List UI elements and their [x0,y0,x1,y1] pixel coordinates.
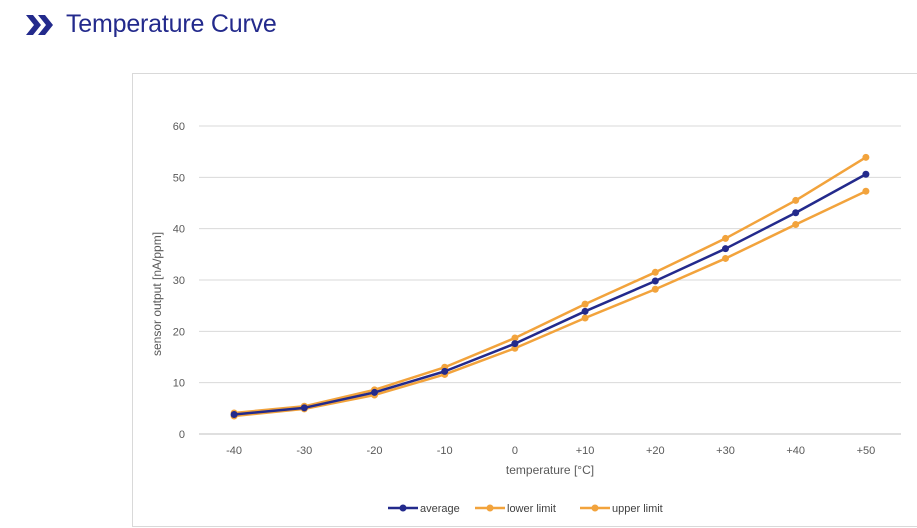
series-lower-limit [230,187,870,420]
data-point-average [511,340,519,348]
legend-swatch-marker [591,504,599,512]
double-chevron-right-icon [26,14,53,35]
x-tick-label: +30 [716,445,735,457]
x-tick-label: -40 [226,445,242,457]
y-axis-label: sensor output [nA/ppm] [150,232,164,356]
data-point-lower-limit [651,285,659,293]
data-point-lower-limit [722,254,729,262]
series-line-average [233,173,867,416]
x-tick-label: -10 [437,445,453,457]
data-point-average [300,404,308,412]
data-point-average [371,388,378,396]
y-tick-label: 60 [173,121,185,133]
series-average [230,170,870,418]
legend-label: upper limit [612,503,663,515]
series-line-lower-limit [233,190,867,418]
x-tick-label: 0 [512,445,518,457]
legend-label: average [420,503,460,515]
data-point-average [792,209,800,217]
data-point-upper-limit [511,334,519,342]
x-tick-label: +50 [857,445,876,457]
chart-frame: 0 10 20 30 40 50 60 -40 -30 -20 -10 0 +10 +20 +30 +40 +… [132,73,917,527]
data-point-upper-limit [722,234,729,242]
y-tick-label: 40 [173,224,185,236]
x-tick-label: +40 [786,445,805,457]
y-tick-label: 10 [173,378,185,390]
data-point-upper-limit [581,300,589,308]
data-point-lower-limit [792,221,800,229]
data-point-lower-limit [581,314,589,322]
data-point-average [441,367,449,375]
legend-item-lower-limit: lower limit [475,503,556,515]
data-point-average [651,277,659,285]
y-tick-label: 50 [173,172,185,184]
legend-item-average: average [388,503,460,515]
data-point-upper-limit [862,153,870,161]
legend-item-upper-limit: upper limit [580,503,663,515]
data-point-average [722,245,729,253]
data-point-lower-limit [862,187,870,195]
x-tick-label: -30 [296,445,312,457]
temperature-curve-chart: 0 10 20 30 40 50 60 -40 -30 -20 -10 0 +10 +20 +30 +40 +… [150,121,901,515]
legend-swatch-marker [399,504,407,512]
legend-label: lower limit [507,503,556,515]
series-upper-limit [230,153,870,417]
y-tick-label: 0 [179,429,185,441]
legend-swatch-marker [486,504,494,512]
data-point-upper-limit [792,196,800,204]
x-tick-label: +10 [576,445,595,457]
x-tick-label: +20 [646,445,665,457]
page-header: Temperature Curve [26,10,277,39]
x-tick-label: -20 [367,445,383,457]
data-point-average [862,170,870,178]
data-point-average [581,307,589,315]
x-axis-label: temperature [°C] [506,463,594,477]
y-tick-label: 30 [173,275,185,287]
data-point-average [230,410,238,418]
series-line-upper-limit [233,156,867,415]
y-tick-label: 20 [173,326,185,338]
page-title: Temperature Curve [66,10,277,38]
data-point-upper-limit [651,268,659,276]
